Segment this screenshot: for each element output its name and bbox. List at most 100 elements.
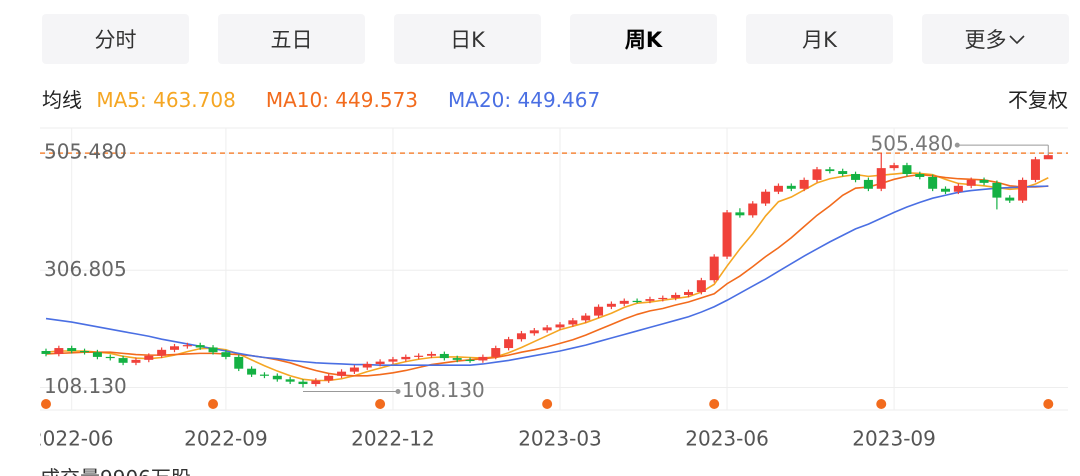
x-tick-label: 2022-12 xyxy=(351,427,435,451)
period-dot xyxy=(208,399,219,409)
annotation-label: 505.480 xyxy=(871,132,954,156)
candle-body xyxy=(966,179,976,186)
legend-entry: MA20: 449.467 xyxy=(448,88,601,112)
candle-body xyxy=(131,359,141,363)
ma-line xyxy=(45,172,1049,382)
volume-label: 成交量9906万股 xyxy=(40,462,191,476)
candle-body xyxy=(838,171,848,175)
annotation-label: 108.130 xyxy=(402,378,485,402)
candle-body xyxy=(362,363,372,368)
period-dot xyxy=(709,399,720,409)
candle-body xyxy=(645,299,655,301)
candle-body xyxy=(928,176,938,189)
candle-body xyxy=(799,179,809,189)
candle-body xyxy=(773,185,783,192)
candle-body xyxy=(247,368,257,375)
x-tick-label: 2023-06 xyxy=(685,427,769,451)
candle-body xyxy=(555,324,565,328)
tab[interactable]: 分时 xyxy=(42,14,189,64)
candle-body xyxy=(208,347,218,353)
candle-body xyxy=(684,292,693,295)
candle-body xyxy=(259,374,269,376)
legend-entry: MA5: 463.708 xyxy=(96,88,236,112)
candle-body xyxy=(118,358,128,363)
candle-body xyxy=(529,330,539,334)
candle-body xyxy=(1018,179,1028,201)
period-dot xyxy=(542,399,553,409)
tab[interactable]: 五日 xyxy=(218,14,365,64)
x-tick-label: 2023-03 xyxy=(518,427,602,451)
candle-body xyxy=(915,174,925,177)
candle-body xyxy=(272,375,282,380)
candle-body xyxy=(825,169,835,172)
tab[interactable]: 日K xyxy=(394,14,541,64)
period-dot xyxy=(876,399,887,409)
chevron xyxy=(1008,35,1025,45)
candle-body xyxy=(92,352,102,357)
period-dot xyxy=(375,399,386,409)
legend: 均线 MA5: 463.708 MA10: 449.573 MA20: 449.46… xyxy=(42,84,600,113)
tab-label: 更多 xyxy=(964,28,1007,52)
tab-label: 日K xyxy=(450,28,485,52)
candle-body xyxy=(388,359,398,362)
ma-line xyxy=(45,185,1049,366)
ma-label: 均线 xyxy=(42,88,82,112)
candle-body xyxy=(748,203,758,216)
adjust-toggle[interactable]: 不复权 xyxy=(1008,88,1068,112)
candle-body xyxy=(812,169,822,180)
candle-body xyxy=(439,353,449,359)
candle-body xyxy=(632,300,642,303)
candle-body xyxy=(581,315,591,321)
candle-body xyxy=(41,351,51,354)
candle-body xyxy=(349,367,359,372)
period-dot xyxy=(1043,399,1054,409)
candle-body xyxy=(542,327,552,331)
candle-body xyxy=(67,348,77,352)
candle-body xyxy=(863,179,873,189)
candle-body xyxy=(979,179,989,183)
candle-body xyxy=(452,358,462,360)
candle-body xyxy=(324,375,334,381)
y-tick-label: 108.130 xyxy=(44,374,127,398)
candle-body xyxy=(671,294,681,298)
candle-body xyxy=(157,349,167,356)
candle-body xyxy=(491,348,501,357)
candle-body xyxy=(594,306,604,316)
candle-body xyxy=(478,356,488,361)
candle-body xyxy=(851,174,861,180)
candle-body xyxy=(709,256,719,281)
annotation-dot xyxy=(395,389,401,395)
candle-body xyxy=(195,345,205,348)
tab[interactable]: 月K xyxy=(746,14,893,64)
tab-label: 分时 xyxy=(94,28,137,52)
candle-body xyxy=(234,356,244,369)
candle-body xyxy=(54,348,64,354)
candle-body xyxy=(105,356,115,359)
x-tick-label: 2022-06 xyxy=(30,427,114,451)
candle-body xyxy=(941,188,950,192)
ma-legend: MA5: 463.708 MA10: 449.573 MA20: 449.467 xyxy=(88,88,600,112)
candle-body xyxy=(735,212,745,216)
candle-body xyxy=(221,352,231,357)
candle-body xyxy=(401,356,411,360)
candle-body xyxy=(1030,159,1040,180)
annotation-dot xyxy=(954,142,960,148)
legend-entry: MA10: 449.573 xyxy=(265,88,419,112)
candle-body xyxy=(876,168,886,189)
tab-label: 五日 xyxy=(270,28,313,52)
tab-label: 月K xyxy=(802,28,837,52)
tab-label: 周K xyxy=(624,28,663,52)
period-dot xyxy=(41,399,51,409)
tab[interactable]: 周K xyxy=(570,14,717,64)
candle-body xyxy=(761,191,771,204)
candle-body xyxy=(889,165,899,169)
candle-body xyxy=(170,346,179,350)
y-tick-label: 306.805 xyxy=(44,257,127,281)
candle-body xyxy=(144,355,154,360)
candle-body xyxy=(902,165,912,175)
candle-body xyxy=(182,345,192,347)
candle-body xyxy=(337,371,347,376)
tab[interactable]: 更多 xyxy=(922,14,1069,64)
